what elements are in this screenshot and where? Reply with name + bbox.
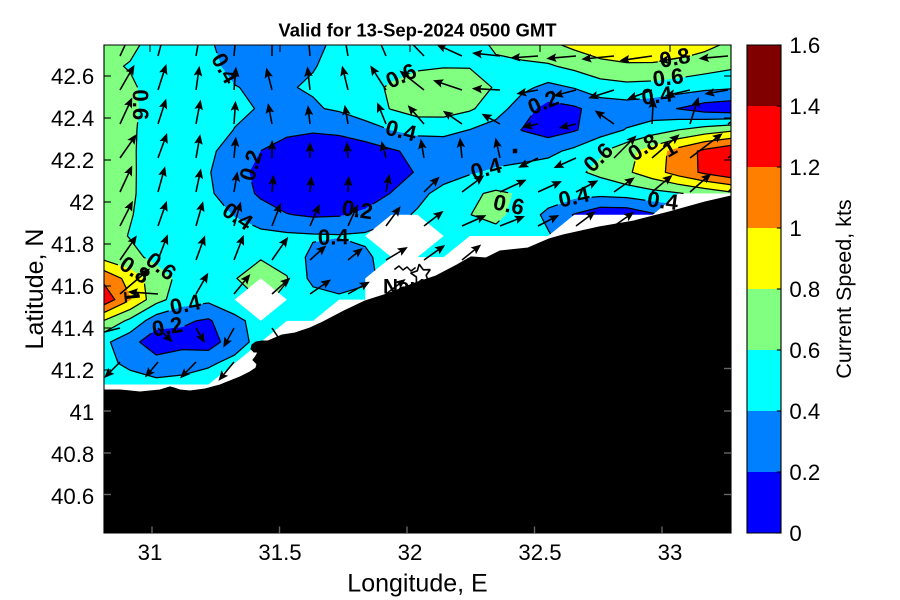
svg-text:1: 1: [789, 216, 801, 241]
svg-text:1.2: 1.2: [789, 155, 820, 180]
svg-text:0.4: 0.4: [318, 224, 350, 250]
svg-text:Latitude, N: Latitude, N: [21, 229, 49, 350]
svg-text:42.2: 42.2: [51, 148, 94, 173]
svg-text:32.5: 32.5: [518, 540, 561, 565]
svg-text:Valid for 13-Sep-2024 0500 GMT: Valid for 13-Sep-2024 0500 GMT: [278, 20, 557, 41]
svg-text:Current Speed, kts: Current Speed, kts: [832, 199, 856, 378]
svg-text:0.6: 0.6: [491, 189, 526, 220]
svg-text:40.6: 40.6: [51, 484, 94, 509]
svg-text:42.4: 42.4: [51, 106, 94, 131]
svg-text:31: 31: [138, 540, 163, 565]
svg-text:41.2: 41.2: [51, 358, 94, 383]
svg-text:32: 32: [398, 540, 423, 565]
svg-text:0.6: 0.6: [789, 338, 820, 363]
svg-text:0.4: 0.4: [789, 399, 820, 424]
svg-text:33: 33: [658, 540, 683, 565]
svg-text:0.2: 0.2: [789, 460, 820, 485]
svg-text:1.4: 1.4: [789, 94, 820, 119]
svg-text:1.6: 1.6: [789, 33, 820, 58]
svg-text:42.6: 42.6: [51, 64, 94, 89]
svg-text:0: 0: [789, 521, 801, 546]
svg-text:42: 42: [70, 190, 95, 215]
svg-text:41.4: 41.4: [51, 316, 94, 341]
svg-text:0.4: 0.4: [168, 289, 204, 320]
svg-text:Longitude, E: Longitude, E: [347, 569, 487, 597]
svg-text:41: 41: [70, 400, 95, 425]
svg-text:0.8: 0.8: [789, 277, 820, 302]
svg-text:41.6: 41.6: [51, 274, 94, 299]
svg-text:41.8: 41.8: [51, 232, 94, 257]
svg-text:0.6: 0.6: [651, 63, 685, 92]
svg-text:0.6: 0.6: [128, 89, 153, 120]
svg-text:31.5: 31.5: [258, 540, 301, 565]
svg-text:40.8: 40.8: [51, 442, 94, 467]
